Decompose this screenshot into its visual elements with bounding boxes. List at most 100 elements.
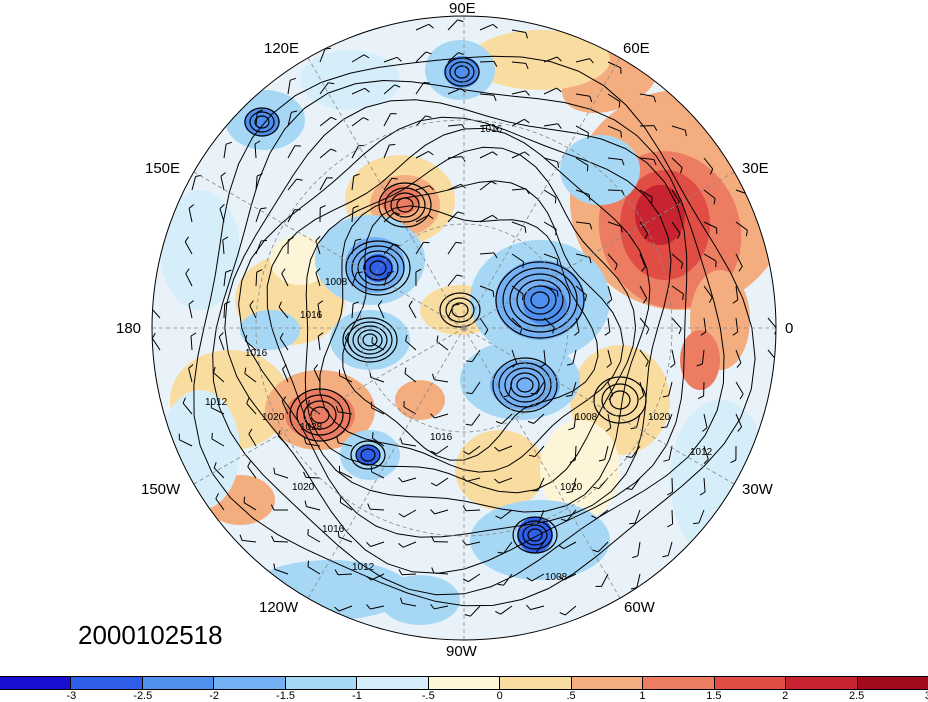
wind-barb bbox=[447, 88, 462, 95]
pressure-contour bbox=[445, 297, 475, 323]
wind-barb bbox=[639, 285, 648, 299]
wind-barb-flag bbox=[662, 555, 669, 558]
wind-barb-flag bbox=[185, 268, 190, 274]
wind-barb-flag bbox=[678, 328, 682, 335]
pressure-contour bbox=[357, 329, 383, 351]
wind-barb bbox=[607, 125, 622, 132]
wind-barb-flag bbox=[281, 268, 286, 274]
wind-barb bbox=[254, 143, 257, 159]
wind-barb-flag bbox=[362, 117, 369, 121]
colorbar-segment bbox=[0, 677, 72, 689]
wind-barb bbox=[575, 157, 589, 166]
wind-barb bbox=[468, 445, 481, 455]
wind-barb-flag bbox=[423, 241, 430, 244]
wind-barb-flag bbox=[393, 243, 400, 247]
wind-barb bbox=[667, 541, 673, 556]
wind-barb bbox=[543, 87, 557, 95]
wind-barb bbox=[537, 477, 545, 491]
pressure-contour bbox=[492, 357, 558, 413]
wind-barb bbox=[434, 509, 449, 515]
wind-barb-flag bbox=[493, 252, 498, 259]
wind-barb-flag bbox=[278, 301, 282, 308]
wind-barb-flag bbox=[621, 159, 625, 166]
wind-barb bbox=[185, 273, 193, 287]
wind-barb bbox=[371, 573, 385, 581]
wind-barb-flag bbox=[589, 257, 592, 264]
wind-barb bbox=[607, 381, 614, 396]
wind-barb bbox=[575, 317, 580, 332]
wind-barb-flag bbox=[644, 233, 649, 240]
wind-barb bbox=[671, 349, 676, 364]
wind-barb-flag bbox=[662, 395, 669, 398]
wind-barb bbox=[415, 23, 430, 31]
wind-barb bbox=[508, 381, 513, 396]
pressure-contour bbox=[390, 192, 420, 218]
wind-barb-flag bbox=[325, 47, 332, 50]
wind-barb-flag bbox=[524, 226, 527, 233]
pressure-contour bbox=[516, 377, 534, 393]
colorbar-tick-label: 0 bbox=[496, 690, 503, 702]
wind-barb-flag bbox=[699, 491, 706, 496]
anomaly-patch bbox=[270, 235, 330, 285]
wind-barb bbox=[479, 23, 494, 31]
wind-barb bbox=[511, 188, 527, 191]
wind-barb bbox=[152, 338, 161, 351]
longitude-label-180: 180 bbox=[116, 320, 142, 337]
wind-barb-flag bbox=[730, 459, 737, 464]
wind-barb-flag bbox=[355, 238, 362, 241]
wind-barb-flag bbox=[366, 541, 372, 547]
wind-barb-flag bbox=[653, 125, 658, 132]
anomaly-patch bbox=[490, 360, 560, 410]
wind-barb bbox=[531, 573, 545, 582]
wind-barb bbox=[479, 214, 493, 223]
wind-barb-flag bbox=[493, 95, 497, 102]
wind-barb bbox=[530, 605, 545, 611]
wind-barb bbox=[639, 349, 649, 362]
wind-barb bbox=[338, 442, 353, 447]
wind-barb bbox=[277, 435, 289, 447]
meridian-line bbox=[193, 327, 465, 485]
wind-barb bbox=[351, 303, 354, 319]
wind-barb bbox=[339, 471, 353, 479]
wind-barb bbox=[351, 54, 365, 63]
wind-barb bbox=[383, 113, 392, 127]
wind-barb-flag bbox=[428, 150, 434, 156]
pressure-contour bbox=[502, 267, 578, 333]
wind-barb bbox=[338, 536, 353, 543]
wind-barb bbox=[402, 443, 417, 447]
pressure-contour bbox=[347, 321, 393, 359]
wind-barb-flag bbox=[524, 151, 530, 156]
wind-barb-flag bbox=[557, 123, 562, 129]
wind-barb-flag bbox=[303, 471, 307, 478]
datetime-stamp: 2000102518 bbox=[78, 620, 223, 650]
wind-barb-flag bbox=[188, 204, 195, 209]
wind-barb bbox=[351, 176, 355, 191]
wind-barb bbox=[511, 285, 524, 295]
wind-barb-flag bbox=[188, 364, 194, 369]
wind-barb bbox=[479, 252, 495, 255]
wind-barb bbox=[447, 211, 459, 223]
wind-barb bbox=[535, 541, 545, 554]
wind-barb-flag bbox=[225, 269, 232, 273]
wind-barb bbox=[573, 413, 577, 428]
pressure-contour bbox=[360, 448, 376, 462]
wind-barb-flag bbox=[219, 204, 225, 209]
wind-barb bbox=[703, 445, 709, 460]
wind-barb bbox=[543, 56, 558, 63]
wind-barb bbox=[703, 285, 713, 298]
wind-barb-flag bbox=[589, 223, 593, 230]
wind-barb-flag bbox=[492, 24, 498, 29]
wind-barb bbox=[543, 221, 557, 230]
wind-barb-flag bbox=[540, 363, 546, 368]
wind-barb bbox=[255, 112, 258, 127]
pressure-contour bbox=[345, 240, 411, 296]
contour-label: 1008 bbox=[325, 277, 348, 288]
meridian-line bbox=[193, 171, 465, 329]
wind-barb bbox=[666, 413, 673, 428]
colorbar-tick-label: -2.5 bbox=[133, 690, 153, 702]
wind-barb-flag bbox=[495, 610, 501, 615]
map-boundary bbox=[151, 15, 777, 641]
wind-barb-flag bbox=[460, 88, 466, 93]
wind-barb-flag bbox=[492, 151, 498, 156]
wind-barb bbox=[671, 317, 682, 329]
